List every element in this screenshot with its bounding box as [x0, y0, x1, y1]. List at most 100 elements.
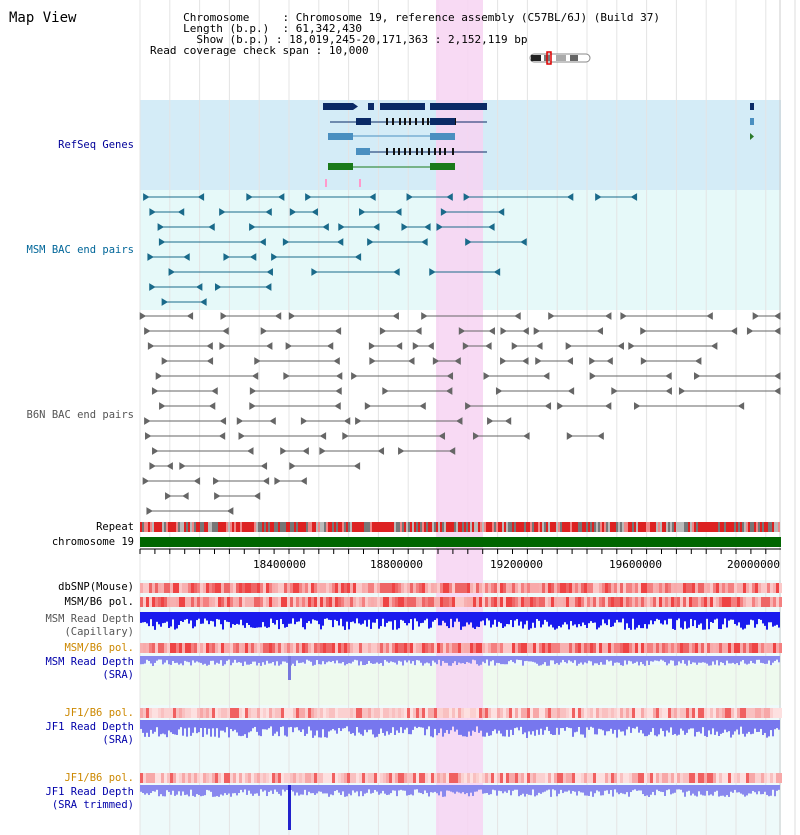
heat-cell — [308, 583, 311, 593]
heat-cell — [356, 643, 359, 653]
depth-bar — [726, 612, 728, 628]
track-label-msm-bac[interactable]: MSM BAC end pairs — [26, 244, 134, 256]
repeat-cell — [446, 522, 448, 532]
bac-end-marker — [213, 477, 220, 485]
heat-cell — [701, 773, 704, 783]
depth-bar — [498, 656, 500, 664]
repeat-cell — [682, 522, 684, 532]
depth-bar — [750, 785, 752, 794]
depth-bar — [540, 720, 542, 729]
heat-cell — [677, 773, 680, 783]
repeat-cell — [566, 522, 568, 532]
heat-cell — [548, 643, 551, 653]
depth-bar — [554, 656, 556, 665]
depth-bar — [524, 656, 526, 662]
jf1-read-depth-sra-track — [140, 720, 780, 738]
depth-bar — [474, 720, 476, 732]
track-label-b6n-bac[interactable]: B6N BAC end pairs — [26, 409, 134, 421]
heat-cell — [413, 583, 416, 593]
heat-cell — [509, 583, 512, 593]
depth-bar — [770, 720, 772, 731]
depth-bar — [620, 785, 622, 793]
depth-bar — [590, 656, 592, 662]
depth-bar — [624, 656, 626, 661]
depth-bar — [430, 612, 432, 628]
heat-cell — [287, 597, 290, 607]
heat-cell — [623, 643, 626, 653]
depth-bar — [706, 720, 708, 737]
depth-bar — [208, 656, 210, 665]
depth-bar — [756, 785, 758, 795]
repeat-cell — [688, 522, 690, 532]
heat-cell — [299, 597, 302, 607]
exon — [386, 118, 388, 125]
depth-bar — [672, 720, 674, 735]
depth-bar — [230, 656, 232, 666]
heat-cell — [530, 583, 533, 593]
heat-cell — [428, 708, 431, 718]
heat-cell — [524, 597, 527, 607]
depth-bar — [754, 656, 756, 664]
heat-cell — [662, 583, 665, 593]
heat-cell — [173, 643, 176, 653]
exon — [409, 118, 411, 125]
depth-bar — [456, 720, 458, 730]
bac-end-marker — [246, 193, 253, 201]
depth-bar — [684, 612, 686, 622]
depth-bar — [718, 612, 720, 629]
depth-bar — [610, 612, 612, 628]
heat-cell — [440, 773, 443, 783]
heat-cell — [674, 708, 677, 718]
heat-cell — [776, 597, 779, 607]
track-label-jf1-depth-sra-sub: (SRA) — [102, 734, 134, 746]
depth-bar — [252, 785, 254, 796]
depth-bar — [464, 720, 466, 737]
depth-bar — [270, 785, 272, 791]
exon — [452, 148, 454, 155]
depth-bar — [404, 720, 406, 730]
exon — [409, 148, 411, 155]
heat-cell — [185, 708, 188, 718]
bac-end-marker — [214, 492, 221, 500]
heat-cell — [389, 597, 392, 607]
depth-bar — [222, 720, 224, 731]
depth-bar — [242, 656, 244, 666]
heat-cell — [278, 583, 281, 593]
bac-end-marker — [260, 327, 268, 335]
depth-bar — [310, 612, 312, 624]
heat-cell — [572, 708, 575, 718]
heat-cell — [395, 708, 398, 718]
heat-cell — [743, 643, 746, 653]
depth-bar — [334, 656, 336, 664]
heat-cell — [149, 773, 152, 783]
track-label-refseq[interactable]: RefSeq Genes — [58, 139, 134, 151]
depth-bar — [290, 720, 292, 727]
heat-cell — [404, 583, 407, 593]
repeat-cell — [372, 522, 374, 532]
bac-end-marker — [283, 372, 290, 380]
depth-bar — [438, 612, 440, 626]
heat-cell — [725, 708, 728, 718]
depth-bar — [140, 656, 142, 665]
heat-cell — [149, 643, 152, 653]
repeat-cell — [564, 522, 566, 532]
heat-cell — [626, 773, 629, 783]
repeat-cell — [176, 522, 178, 532]
heat-cell — [236, 708, 239, 718]
depth-bar — [490, 785, 492, 795]
heat-cell — [371, 708, 374, 718]
depth-bar — [266, 656, 268, 661]
depth-bar — [592, 612, 594, 623]
heat-cell — [743, 708, 746, 718]
depth-bar — [558, 785, 560, 794]
depth-bar — [624, 720, 626, 736]
heat-cell — [521, 773, 524, 783]
heat-cell — [275, 708, 278, 718]
depth-bar — [632, 720, 634, 729]
depth-bar — [544, 720, 546, 731]
depth-bar — [536, 785, 538, 796]
heat-cell — [683, 643, 686, 653]
depth-bar — [540, 785, 542, 794]
depth-bar — [192, 612, 194, 629]
depth-bar — [510, 656, 512, 661]
